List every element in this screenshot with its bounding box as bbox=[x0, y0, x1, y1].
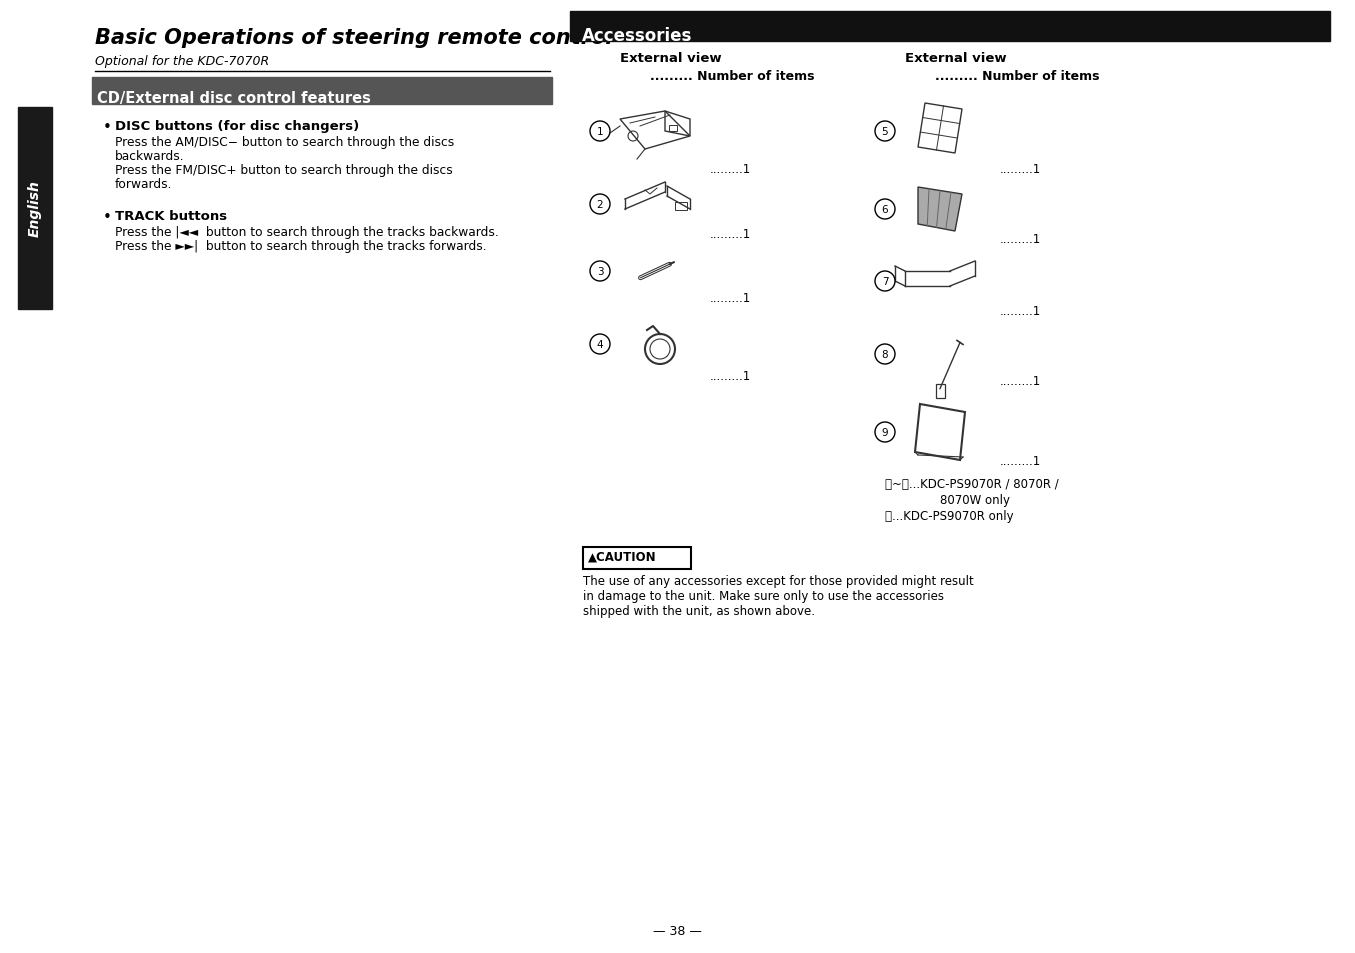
Text: ⑵~⑸...KDC-PS9070R / 8070R /: ⑵~⑸...KDC-PS9070R / 8070R / bbox=[885, 477, 1058, 491]
Circle shape bbox=[589, 194, 610, 214]
Text: .........1: .........1 bbox=[1000, 375, 1041, 388]
Polygon shape bbox=[917, 188, 962, 232]
Text: 2: 2 bbox=[596, 200, 603, 210]
Text: DISC buttons (for disc changers): DISC buttons (for disc changers) bbox=[115, 120, 359, 132]
Text: ▲CAUTION: ▲CAUTION bbox=[588, 551, 657, 563]
Text: Optional for the KDC-7070R: Optional for the KDC-7070R bbox=[95, 55, 270, 68]
Text: Press the FM/DISC+ button to search through the discs: Press the FM/DISC+ button to search thro… bbox=[115, 164, 453, 177]
Text: 8: 8 bbox=[882, 350, 889, 359]
Text: .........1: .........1 bbox=[1000, 233, 1041, 246]
Text: Press the |◄◄  button to search through the tracks backwards.: Press the |◄◄ button to search through t… bbox=[115, 226, 499, 239]
Bar bbox=[936, 384, 944, 398]
Text: Basic Operations of steering remote control: Basic Operations of steering remote cont… bbox=[95, 28, 612, 48]
Text: English: English bbox=[28, 180, 42, 237]
Text: External view: External view bbox=[621, 52, 722, 65]
Bar bbox=[583, 547, 691, 569]
Text: .........1: .........1 bbox=[710, 370, 751, 382]
Text: backwards.: backwards. bbox=[115, 150, 184, 163]
Text: 3: 3 bbox=[596, 267, 603, 276]
Text: 1: 1 bbox=[596, 127, 603, 137]
Circle shape bbox=[589, 122, 610, 142]
Text: ......... Number of items: ......... Number of items bbox=[650, 70, 814, 83]
Bar bbox=[675, 203, 687, 211]
Circle shape bbox=[875, 122, 896, 142]
Text: ......... Number of items: ......... Number of items bbox=[935, 70, 1099, 83]
Text: 7: 7 bbox=[882, 276, 889, 287]
Bar bbox=[92, 78, 551, 105]
Bar bbox=[669, 126, 678, 132]
Circle shape bbox=[875, 345, 896, 365]
Bar bbox=[570, 12, 1331, 42]
Circle shape bbox=[875, 422, 896, 442]
Text: CD/External disc control features: CD/External disc control features bbox=[98, 91, 371, 106]
Circle shape bbox=[589, 335, 610, 355]
Bar bbox=[18, 108, 51, 310]
Text: 8070W only: 8070W only bbox=[940, 494, 1009, 506]
Text: •: • bbox=[103, 120, 112, 135]
Text: Press the AM/DISC− button to search through the discs: Press the AM/DISC− button to search thro… bbox=[115, 136, 454, 149]
Text: The use of any accessories except for those provided might result
in damage to t: The use of any accessories except for th… bbox=[583, 575, 974, 618]
Text: forwards.: forwards. bbox=[115, 178, 172, 191]
Text: Press the ►►|  button to search through the tracks forwards.: Press the ►►| button to search through t… bbox=[115, 240, 486, 253]
Text: .........1: .........1 bbox=[1000, 455, 1041, 468]
Text: .........1: .........1 bbox=[710, 228, 751, 241]
Text: .........1: .........1 bbox=[1000, 305, 1041, 317]
Text: Accessories: Accessories bbox=[583, 27, 692, 45]
Circle shape bbox=[875, 200, 896, 220]
Text: External view: External view bbox=[905, 52, 1007, 65]
Text: .........1: .........1 bbox=[710, 163, 751, 175]
Text: .........1: .........1 bbox=[710, 292, 751, 305]
Text: 5: 5 bbox=[882, 127, 889, 137]
Text: .........1: .........1 bbox=[1000, 163, 1041, 175]
Polygon shape bbox=[915, 405, 965, 460]
Text: ⑹...KDC-PS9070R only: ⑹...KDC-PS9070R only bbox=[885, 510, 1014, 522]
Text: 6: 6 bbox=[882, 205, 889, 214]
Circle shape bbox=[875, 272, 896, 292]
Text: 9: 9 bbox=[882, 428, 889, 437]
Text: 4: 4 bbox=[596, 339, 603, 350]
Circle shape bbox=[589, 262, 610, 282]
Text: — 38 —: — 38 — bbox=[653, 924, 702, 937]
Text: •: • bbox=[103, 210, 112, 225]
Text: TRACK buttons: TRACK buttons bbox=[115, 210, 228, 223]
